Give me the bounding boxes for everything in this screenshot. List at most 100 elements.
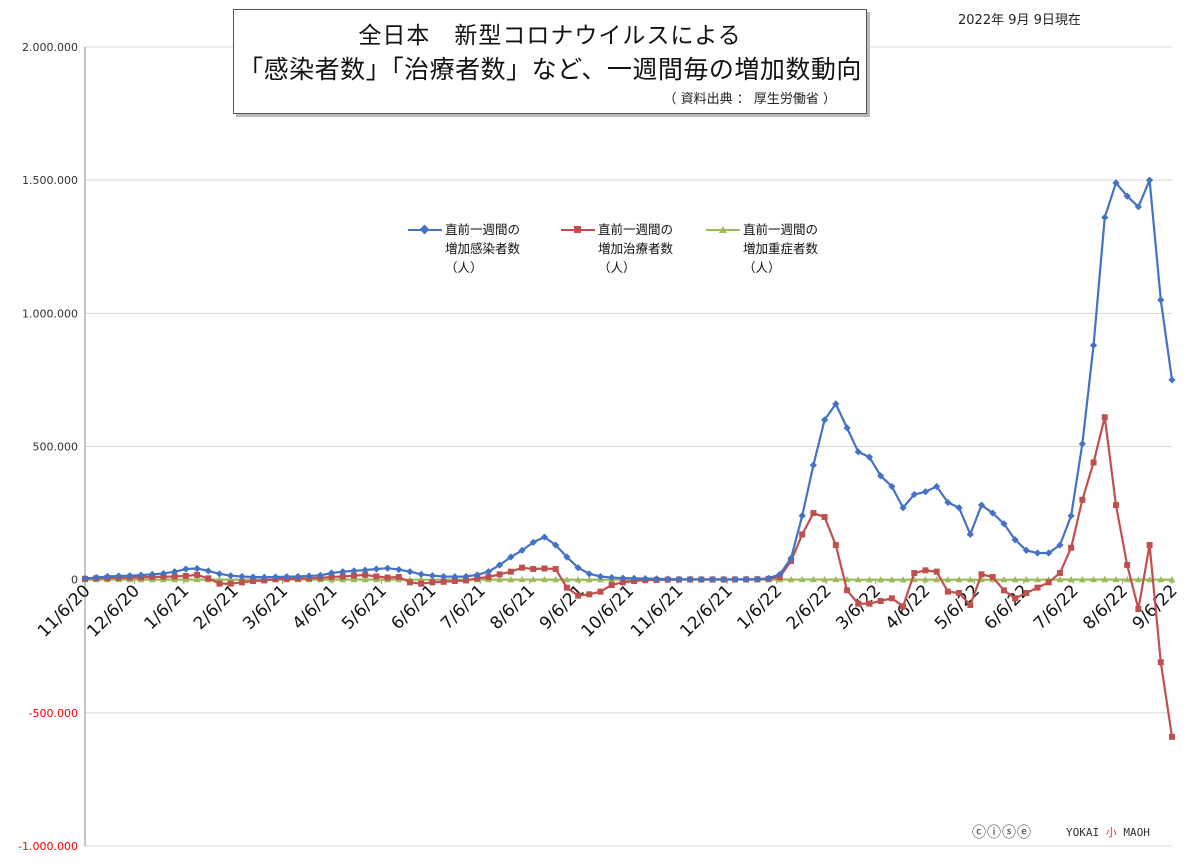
x-tick-label: 7/6/21 <box>437 581 490 634</box>
data-point <box>809 461 818 469</box>
data-point <box>316 571 324 580</box>
x-tick-label: 12/6/21 <box>676 581 736 641</box>
data-point <box>563 553 571 561</box>
data-point <box>910 490 918 499</box>
data-point <box>922 567 929 574</box>
data-point <box>586 591 593 598</box>
data-point <box>552 576 560 583</box>
data-point <box>799 531 806 538</box>
data-point <box>395 565 403 574</box>
data-point <box>597 588 604 595</box>
data-point <box>899 576 907 583</box>
data-point <box>877 472 885 480</box>
data-point <box>215 570 224 578</box>
data-point <box>227 580 234 587</box>
data-point <box>1101 213 1109 222</box>
data-point <box>271 573 280 581</box>
data-point <box>1101 414 1108 421</box>
data-point <box>159 569 168 578</box>
data-point <box>361 576 369 583</box>
data-point <box>451 573 459 581</box>
data-point <box>1012 595 1019 602</box>
brand-logo-mid: 小 <box>1105 826 1117 839</box>
data-point <box>764 574 773 582</box>
data-point <box>753 575 761 583</box>
data-point <box>484 568 493 576</box>
data-point <box>518 575 526 583</box>
data-point <box>1056 541 1064 549</box>
cc-license-icons: ⓒⓘⓢⓔ <box>972 825 1032 841</box>
series-group <box>81 176 1176 740</box>
data-point <box>530 566 537 573</box>
data-point <box>1123 575 1131 583</box>
data-point <box>821 575 829 583</box>
legend-swatch-infected <box>408 224 442 235</box>
data-point <box>821 416 829 424</box>
data-point <box>1146 576 1153 583</box>
data-point <box>1067 576 1075 583</box>
legend-swatch-treatment <box>561 225 595 235</box>
data-point <box>944 588 951 595</box>
data-point <box>519 564 526 571</box>
data-point <box>1168 376 1176 384</box>
x-tick-label: 6/6/21 <box>388 581 441 634</box>
data-point <box>866 600 873 607</box>
data-point <box>339 568 347 576</box>
x-tick-label: 4/6/21 <box>289 581 342 634</box>
legend-item-treatment: 直前一週間の 増加治療者数 （人） <box>561 220 673 277</box>
data-point <box>731 575 739 583</box>
data-point <box>787 554 795 562</box>
data-point <box>485 574 492 581</box>
data-point <box>238 572 246 581</box>
data-point <box>1022 576 1030 583</box>
data-point <box>1089 341 1098 349</box>
data-point <box>630 574 638 582</box>
data-point <box>652 575 661 583</box>
y-tick-label: -500.000 <box>29 707 78 720</box>
data-point <box>966 576 974 583</box>
data-point <box>383 564 392 572</box>
data-point <box>832 542 839 549</box>
data-point <box>372 565 380 573</box>
data-point <box>776 570 784 578</box>
data-point <box>1078 440 1086 448</box>
data-point <box>507 568 514 575</box>
y-tick-label: 1.500.000 <box>22 174 78 187</box>
data-point <box>585 576 593 583</box>
y-tick-label: 500.000 <box>33 441 79 454</box>
data-point <box>541 575 548 583</box>
data-point <box>227 572 235 580</box>
y-tick-label: 2.000.000 <box>22 41 78 54</box>
data-point <box>664 575 672 583</box>
data-point <box>418 580 425 587</box>
data-point <box>294 572 302 581</box>
data-point <box>1079 496 1086 503</box>
data-point <box>933 568 940 575</box>
data-point <box>529 538 537 546</box>
data-point <box>1000 520 1008 528</box>
data-point <box>81 574 89 582</box>
data-point <box>451 577 458 584</box>
data-point <box>283 573 291 581</box>
data-point <box>350 567 358 575</box>
x-tick-label: 8/6/21 <box>486 581 539 634</box>
data-point <box>373 573 380 580</box>
data-point <box>428 572 436 580</box>
data-point <box>1011 536 1019 544</box>
data-point <box>518 546 526 554</box>
data-point <box>933 482 941 491</box>
data-point <box>260 573 268 581</box>
legend-label-severe: 直前一週間の 増加重症者数 （人） <box>743 222 819 275</box>
data-point <box>865 453 874 461</box>
data-point <box>1033 549 1042 557</box>
data-point <box>955 576 963 583</box>
data-point <box>585 570 593 578</box>
data-point <box>575 592 582 599</box>
data-point <box>473 571 481 579</box>
data-point <box>888 576 896 583</box>
data-point <box>798 512 806 520</box>
y-axis: 2.000.000 1.500.000 1.000.000 500.000 0 -500.… <box>18 41 86 853</box>
data-point <box>1146 542 1153 549</box>
data-point <box>1157 296 1165 304</box>
brand-logo: YOKAI 小 MAOH <box>1066 824 1150 840</box>
